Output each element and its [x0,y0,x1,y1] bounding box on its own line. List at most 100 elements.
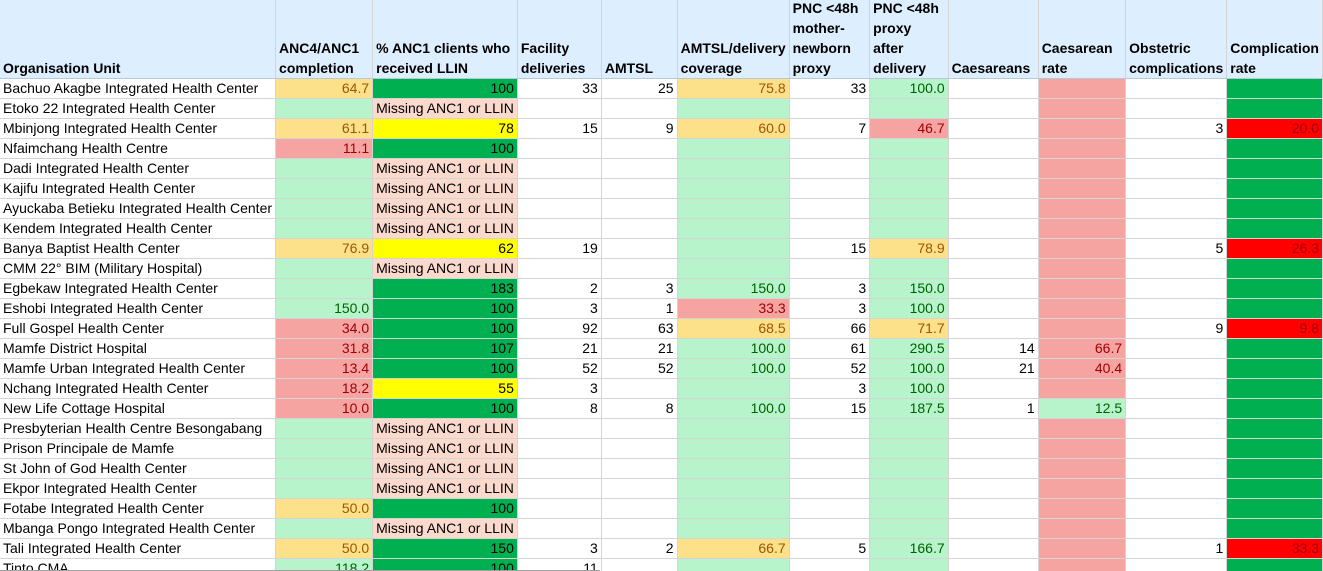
table-cell[interactable] [1226,378,1323,399]
table-cell[interactable]: 52 [601,358,678,379]
table-cell[interactable]: 15 [789,398,871,419]
table-cell[interactable]: 26.3 [1226,238,1323,259]
table-cell[interactable] [869,158,949,179]
column-header[interactable]: % ANC1 clients who received LLIN [372,0,518,79]
column-header[interactable]: PNC <48h mother-newborn proxy [789,0,871,79]
table-cell[interactable]: 3 [1125,118,1228,139]
table-cell[interactable]: 33.3 [677,298,790,319]
table-cell[interactable] [1125,298,1228,319]
table-cell[interactable] [1038,538,1127,559]
table-cell[interactable] [1038,218,1127,239]
table-cell[interactable]: 50.0 [275,498,374,519]
table-cell[interactable] [948,478,1039,499]
table-cell[interactable] [789,418,871,439]
table-cell[interactable] [517,478,602,499]
table-cell[interactable] [789,198,871,219]
table-cell[interactable] [1226,218,1323,239]
table-cell[interactable]: 76.9 [275,238,374,259]
table-cell[interactable]: 20.0 [1226,118,1323,139]
table-cell[interactable] [948,318,1039,339]
table-cell[interactable] [948,558,1039,571]
table-cell[interactable]: 52 [789,358,871,379]
table-cell[interactable] [948,378,1039,399]
table-cell[interactable] [1226,278,1323,299]
table-cell[interactable] [1226,498,1323,519]
table-cell[interactable] [1038,518,1127,539]
column-header[interactable]: ANC4/ANC1 completion [275,0,374,79]
table-cell[interactable] [789,178,871,199]
table-cell[interactable]: Missing ANC1 or LLIN [372,518,518,539]
table-cell[interactable] [1125,338,1228,359]
org-unit-cell[interactable]: Presbyterian Health Centre Besongabang [0,418,277,439]
table-cell[interactable]: 2 [517,278,602,299]
table-cell[interactable] [1226,458,1323,479]
table-cell[interactable] [677,178,790,199]
column-header[interactable]: Caesarean rate [1038,0,1127,79]
table-cell[interactable] [1125,278,1228,299]
table-cell[interactable]: 100 [372,498,518,519]
table-cell[interactable] [948,178,1039,199]
table-cell[interactable]: 55 [372,378,518,399]
table-cell[interactable]: 9 [601,118,678,139]
table-cell[interactable] [677,478,790,499]
table-cell[interactable]: 100 [372,298,518,319]
table-cell[interactable] [1038,178,1127,199]
org-unit-cell[interactable]: Banya Baptist Health Center [0,238,277,259]
table-cell[interactable]: 52 [517,358,602,379]
table-cell[interactable] [517,518,602,539]
table-cell[interactable] [1038,298,1127,319]
table-cell[interactable] [1125,158,1228,179]
table-cell[interactable] [1038,278,1127,299]
column-header[interactable]: Caesareans [948,0,1039,79]
table-cell[interactable] [1125,198,1228,219]
table-cell[interactable] [1038,78,1127,99]
table-cell[interactable]: 100 [372,318,518,339]
table-cell[interactable] [948,98,1039,119]
table-cell[interactable] [869,558,949,571]
table-cell[interactable]: 1 [948,398,1039,419]
table-cell[interactable]: 60.0 [677,118,790,139]
table-cell[interactable] [869,258,949,279]
table-cell[interactable] [601,258,678,279]
org-unit-cell[interactable]: Prison Principale de Mamfe [0,438,277,459]
table-cell[interactable] [677,198,790,219]
table-cell[interactable] [517,138,602,159]
table-cell[interactable] [948,218,1039,239]
table-cell[interactable] [1125,418,1228,439]
table-cell[interactable]: 9 [1125,318,1228,339]
table-cell[interactable] [275,178,374,199]
table-cell[interactable] [1226,478,1323,499]
table-cell[interactable]: 14 [948,338,1039,359]
table-cell[interactable] [601,98,678,119]
table-cell[interactable]: 100.0 [869,298,949,319]
table-cell[interactable]: 15 [517,118,602,139]
table-cell[interactable]: 34.0 [275,318,374,339]
org-unit-cell[interactable]: Nchang Integrated Health Center [0,378,277,399]
table-cell[interactable]: 3 [517,298,602,319]
table-cell[interactable] [869,498,949,519]
table-cell[interactable] [601,478,678,499]
org-unit-cell[interactable]: Mbanga Pongo Integrated Health Center [0,518,277,539]
table-cell[interactable]: Missing ANC1 or LLIN [372,478,518,499]
table-cell[interactable]: 3 [789,378,871,399]
table-cell[interactable]: 63 [601,318,678,339]
table-cell[interactable]: 5 [789,538,871,559]
table-cell[interactable] [275,478,374,499]
table-cell[interactable] [275,518,374,539]
org-unit-cell[interactable]: St John of God Health Center [0,458,277,479]
table-cell[interactable]: 8 [517,398,602,419]
table-cell[interactable]: 100 [372,78,518,99]
table-cell[interactable]: 33 [789,78,871,99]
table-cell[interactable] [275,418,374,439]
table-cell[interactable] [601,138,678,159]
table-cell[interactable] [275,458,374,479]
table-cell[interactable]: 61.1 [275,118,374,139]
table-cell[interactable]: 71.7 [869,318,949,339]
table-cell[interactable] [677,158,790,179]
table-cell[interactable]: 78 [372,118,518,139]
table-cell[interactable]: 183 [372,278,518,299]
table-cell[interactable] [275,258,374,279]
table-cell[interactable] [869,458,949,479]
table-cell[interactable] [1226,78,1323,99]
table-cell[interactable] [869,138,949,159]
